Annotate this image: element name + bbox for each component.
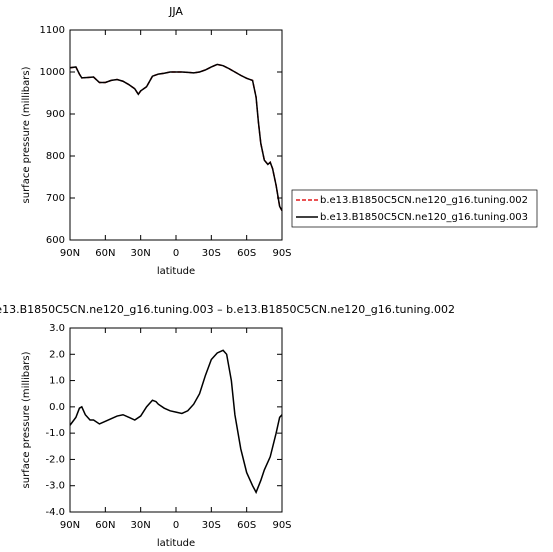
x-tick-label: 60S [237, 520, 256, 531]
y-tick-label: -3.0 [45, 481, 65, 492]
y-tick-label: 1000 [40, 67, 65, 78]
y-tick-label: 600 [46, 235, 65, 246]
y-tick-label: 700 [46, 193, 65, 204]
y-tick-label: 800 [46, 151, 65, 162]
x-tick-label: 30S [202, 520, 221, 531]
x-tick-label: 0 [173, 520, 179, 531]
x-tick-label: 60S [237, 248, 256, 259]
legend-label: b.e13.B1850C5CN.ne120_g16.tuning.003 [320, 212, 528, 223]
y-tick-label: -2.0 [45, 454, 65, 465]
x-tick-label: 90N [60, 520, 80, 531]
x-tick-label: 30N [131, 520, 151, 531]
x-tick-label: 60N [95, 520, 115, 531]
legend-label: b.e13.B1850C5CN.ne120_g16.tuning.002 [320, 195, 528, 206]
x-axis-label: latitude [157, 266, 195, 277]
y-tick-label: 900 [46, 109, 65, 120]
y-tick-label: -1.0 [45, 428, 65, 439]
x-axis-label: latitude [157, 538, 195, 549]
y-tick-label: 3.0 [49, 323, 65, 334]
x-tick-label: 0 [173, 248, 179, 259]
x-tick-label: 90S [272, 248, 291, 259]
data-line [69, 349, 283, 495]
data-line [69, 63, 283, 211]
y-tick-label: 1100 [40, 25, 65, 36]
x-tick-label: 30N [131, 248, 151, 259]
legend-box [291, 189, 538, 228]
y-tick-label: 1.0 [49, 376, 65, 387]
y-axis-label: surface pressure (millibars) [21, 351, 32, 488]
y-axis-label: surface pressure (millibars) [21, 66, 32, 203]
y-tick-label: 2.0 [49, 349, 65, 360]
plot-frame [69, 327, 283, 513]
y-tick-label: -4.0 [45, 507, 65, 518]
data-line [69, 63, 283, 211]
x-tick-label: 90S [272, 520, 291, 531]
chart-title: JJA [168, 5, 183, 18]
chart-title: b.e13.B1850C5CN.ne120_g16.tuning.003 – b… [0, 303, 455, 316]
x-tick-label: 30S [202, 248, 221, 259]
y-tick-label: 0.0 [49, 402, 65, 413]
plot-frame [69, 29, 283, 241]
x-tick-label: 90N [60, 248, 80, 259]
x-tick-label: 60N [95, 248, 115, 259]
